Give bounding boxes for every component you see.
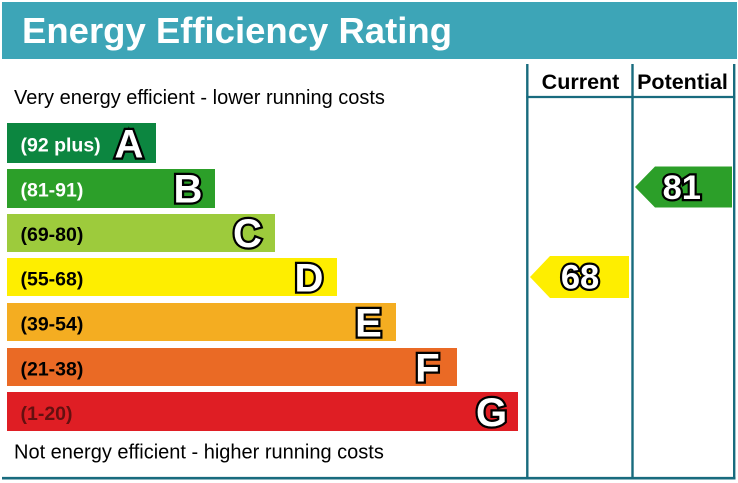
svg-text:(1-20): (1-20) [21, 403, 73, 425]
svg-text:(81-91): (81-91) [21, 180, 84, 202]
svg-text:F: F [415, 347, 439, 391]
svg-text:Not energy efficient - higher: Not energy efficient - higher running co… [14, 442, 384, 464]
svg-text:D: D [295, 257, 324, 301]
svg-text:(39-54): (39-54) [21, 314, 84, 336]
svg-text:A: A [115, 123, 144, 167]
svg-text:G: G [476, 391, 507, 435]
svg-text:Potential: Potential [637, 70, 728, 94]
svg-text:Very energy efficient - lower: Very energy efficient - lower running co… [14, 87, 385, 109]
svg-text:Energy Efficiency Rating: Energy Efficiency Rating [22, 10, 452, 51]
svg-text:81: 81 [663, 169, 701, 207]
svg-text:Current: Current [542, 70, 620, 94]
svg-text:(21-38): (21-38) [21, 359, 84, 381]
svg-text:(92 plus): (92 plus) [21, 135, 101, 157]
svg-text:(69-80): (69-80) [21, 224, 84, 246]
svg-text:E: E [355, 302, 382, 346]
svg-text:B: B [174, 168, 203, 212]
svg-text:(55-68): (55-68) [21, 269, 84, 291]
svg-text:68: 68 [561, 259, 599, 297]
svg-text:C: C [233, 212, 262, 256]
